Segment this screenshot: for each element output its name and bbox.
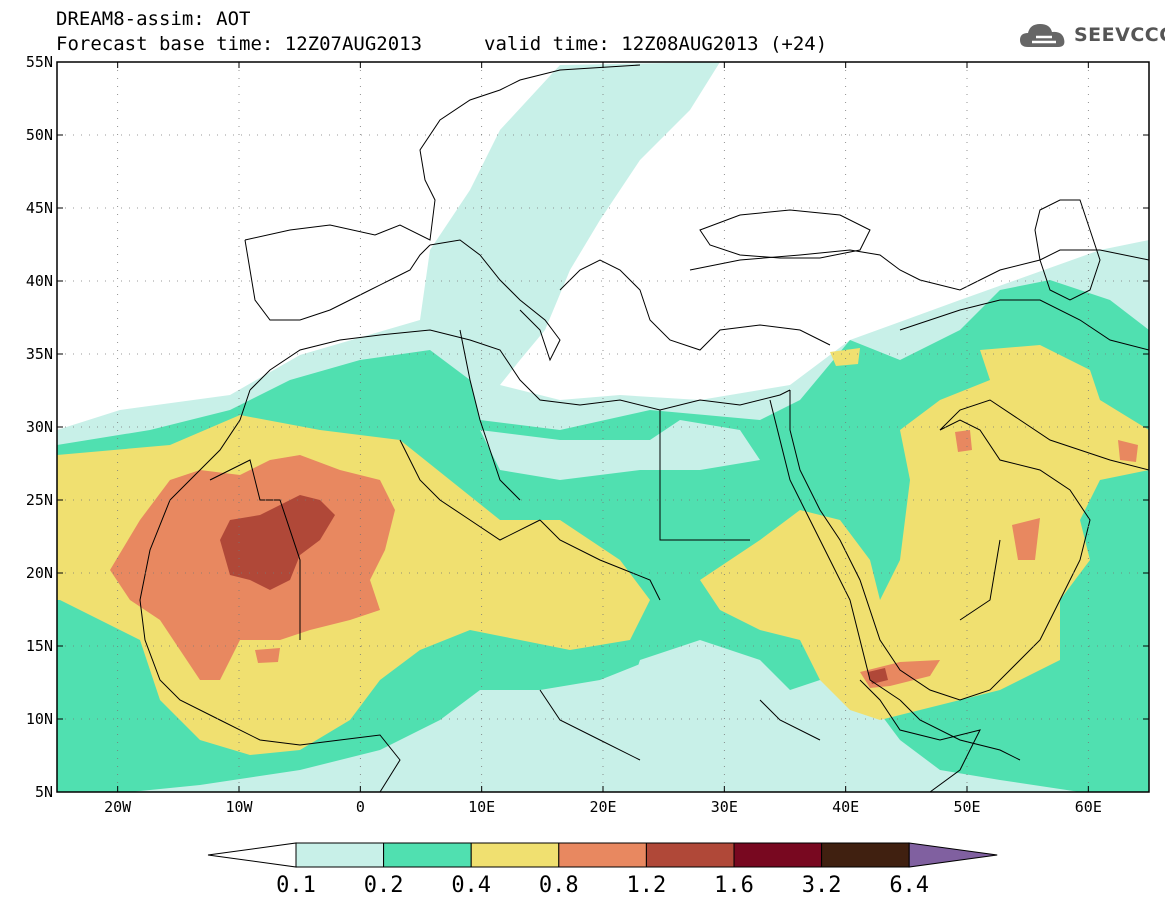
colorbar-level-label: 3.2 [802, 873, 842, 898]
logo-text: SEEVCCC [1074, 24, 1165, 46]
colorbar-segment [821, 842, 910, 868]
lon-tick-label: 0 [356, 798, 365, 816]
lat-tick-label: 10N [26, 710, 53, 728]
lat-tick-label: 5N [35, 783, 53, 801]
lat-tick-label: 40N [26, 272, 53, 290]
lon-tick-label: 50E [953, 798, 980, 816]
lat-tick-label: 15N [26, 637, 53, 655]
lon-tick-label: 10E [468, 798, 495, 816]
lat-tick-label: 55N [26, 53, 53, 71]
colorbar-segment [383, 842, 472, 868]
colorbar-level-label: 0.4 [451, 873, 491, 898]
lon-ticks: 20W 10W 0 10E 20E 30E 40E 50E 60E [104, 62, 1102, 816]
colorbar-level-label: 1.2 [627, 873, 667, 898]
colorbar-level-label: 0.1 [276, 873, 316, 898]
valid-time: valid time: 12Z08AUG2013 (+24) [484, 33, 828, 55]
lat-tick-label: 50N [26, 126, 53, 144]
colorbar-level-label: 0.2 [364, 873, 404, 898]
colorbar-segment [470, 842, 560, 868]
coastlines [139, 64, 1149, 792]
lat-tick-label: 30N [26, 418, 53, 436]
lon-tick-label: 40E [832, 798, 859, 816]
lat-ticks: 55N 50N 45N 40N 35N 30N 25N 20N 15N 10N 5N [26, 53, 1149, 801]
colorbar-under-arrow [207, 842, 297, 868]
forecast-base-time: Forecast base time: 12Z07AUG2013 [56, 33, 423, 55]
seevccc-logo: SEEVCCC [1018, 20, 1165, 50]
lon-tick-label: 30E [711, 798, 738, 816]
colorbar: 0.1 0.2 0.4 0.8 1.2 1.6 3.2 6.4 [207, 842, 998, 898]
cloud-icon [1020, 24, 1065, 47]
colorbar-over-arrow [908, 842, 998, 868]
colorbar-level-label: 1.6 [714, 873, 754, 898]
lat-tick-label: 35N [26, 345, 53, 363]
lat-tick-label: 25N [26, 491, 53, 509]
lat-tick-label: 45N [26, 199, 53, 217]
colorbar-segment [733, 842, 823, 868]
graticule [57, 62, 1149, 792]
colorbar-segment [645, 842, 735, 868]
lon-tick-label: 20E [589, 798, 616, 816]
colorbar-segment [558, 842, 647, 868]
lon-tick-label: 60E [1075, 798, 1102, 816]
colorbar-level-label: 0.8 [539, 873, 579, 898]
lon-tick-label: 20W [104, 798, 132, 816]
lat-tick-label: 20N [26, 564, 53, 582]
chart-title: DREAM8-assim: AOT [56, 8, 251, 30]
colorbar-segment [295, 842, 385, 868]
lon-tick-label: 10W [225, 798, 253, 816]
colorbar-level-label: 6.4 [889, 873, 929, 898]
